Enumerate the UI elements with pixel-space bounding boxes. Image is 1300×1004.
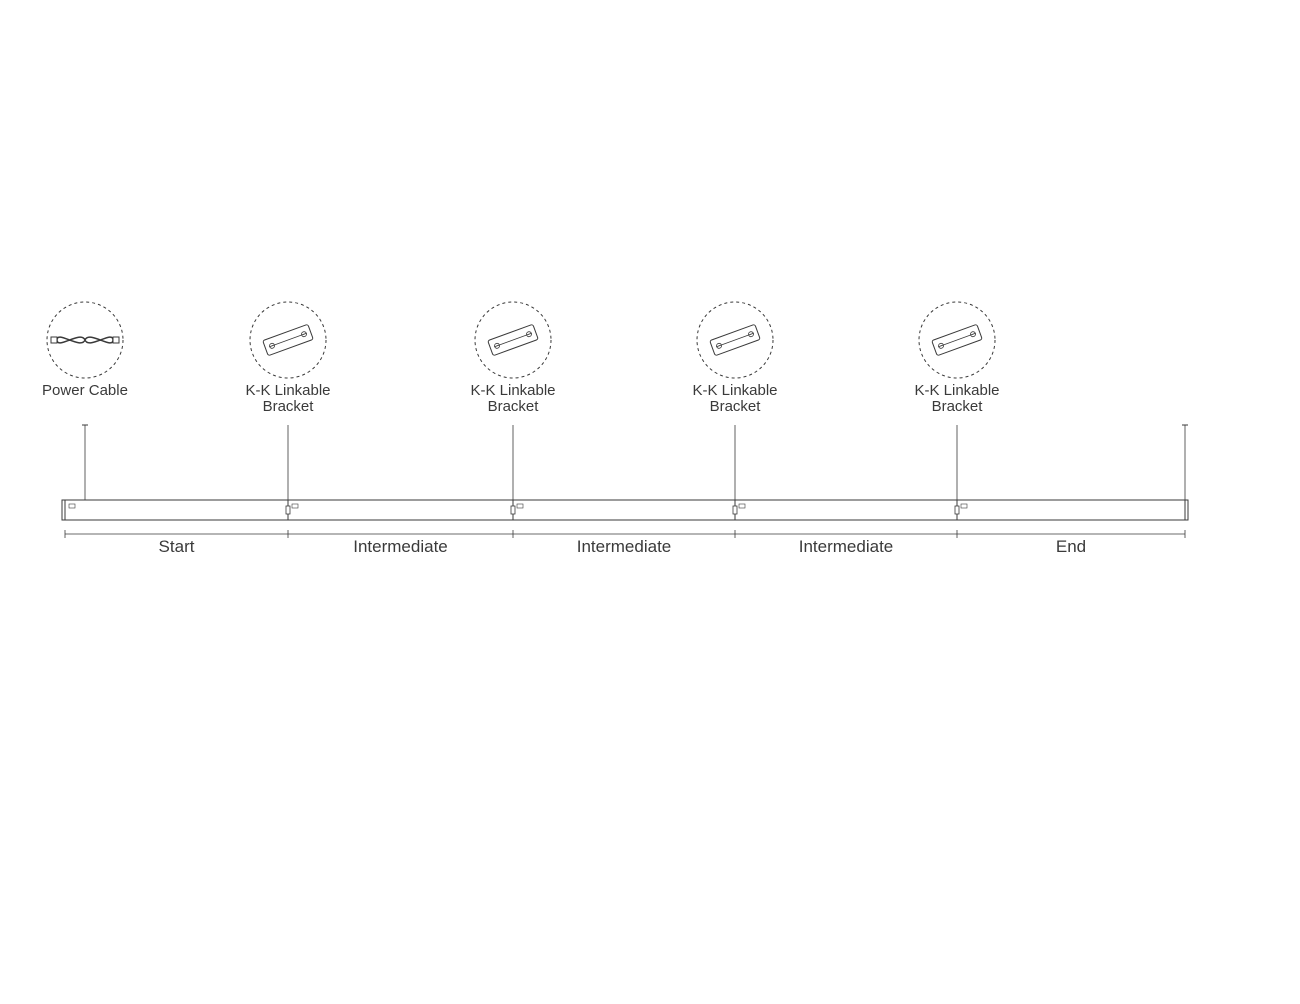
- bracket-3-label-2: Bracket: [710, 398, 762, 415]
- seg-end-joint: [955, 506, 959, 514]
- bracket-1-label-2: Bracket: [263, 398, 315, 415]
- bracket-4-bracket-icon: [932, 324, 983, 355]
- power-cable-label-1: Power Cable: [42, 382, 128, 399]
- seg-int-3-bar: [735, 500, 957, 520]
- power-cable-icon: [57, 337, 113, 343]
- left-endcap: [62, 500, 65, 520]
- seg-start-bar: [65, 500, 288, 520]
- seg-int-2-bar: [513, 500, 735, 520]
- bracket-4-label-2: Bracket: [932, 398, 984, 415]
- bracket-4-label-1: K-K Linkable: [914, 382, 999, 399]
- power-cable-group: Power Cable: [42, 302, 128, 500]
- diagram-canvas: Power CableK-K LinkableBracketK-K Linkab…: [0, 0, 1300, 1004]
- plug-left: [51, 337, 57, 343]
- bracket-1-label-1: K-K Linkable: [245, 382, 330, 399]
- seg-end-bar: [957, 500, 1185, 520]
- seg-int-2-joint: [511, 506, 515, 514]
- bracket-1-group: K-K LinkableBracket: [245, 302, 330, 500]
- seg-end-label: End: [1056, 537, 1086, 556]
- seg-int-3-joint: [733, 506, 737, 514]
- bracket-2-label-2: Bracket: [488, 398, 540, 415]
- seg-int-2-label: Intermediate: [577, 537, 672, 556]
- seg-int-1-label: Intermediate: [353, 537, 448, 556]
- bracket-3-label-1: K-K Linkable: [692, 382, 777, 399]
- seg-int-3-label: Intermediate: [799, 537, 894, 556]
- bracket-2-label-1: K-K Linkable: [470, 382, 555, 399]
- bracket-3-group: K-K LinkableBracket: [692, 302, 777, 500]
- bracket-2-bracket-icon: [488, 324, 539, 355]
- plug-right: [113, 337, 119, 343]
- bracket-1-bracket-icon: [263, 324, 314, 355]
- bracket-2-group: K-K LinkableBracket: [470, 302, 555, 500]
- bracket-3-bracket-icon: [710, 324, 761, 355]
- seg-start-label: Start: [159, 537, 195, 556]
- seg-int-1-bar: [288, 500, 513, 520]
- bracket-4-group: K-K LinkableBracket: [914, 302, 999, 500]
- seg-int-1-joint: [286, 506, 290, 514]
- right-endcap: [1185, 500, 1188, 520]
